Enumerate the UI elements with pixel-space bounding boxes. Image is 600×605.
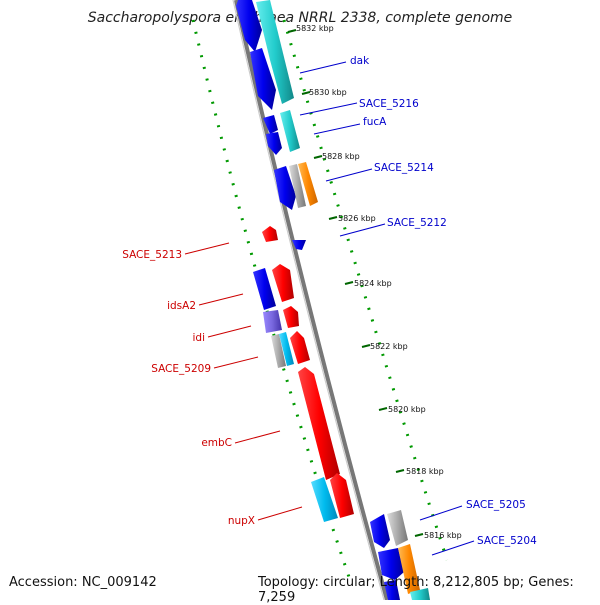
gene-arrow-orange[interactable] <box>298 162 318 206</box>
gene-arrow-red[interactable] <box>262 226 278 242</box>
kbp-label: 5818 kbp <box>406 467 444 476</box>
gene-arrow-blue[interactable] <box>378 548 404 580</box>
gene-label[interactable]: embC <box>201 437 232 449</box>
tick-mark <box>313 155 323 159</box>
leader-line <box>325 168 373 182</box>
gene-label[interactable]: SACE_5212 <box>387 217 447 229</box>
genome-summary-text: Topology: circular; Length: 8,212,805 bp… <box>258 575 574 605</box>
gene-label[interactable]: SACE_5214 <box>374 162 434 174</box>
leader-line <box>207 325 252 338</box>
gene-labels-right: dak SACE_5216 fucA SACE_5214 SACE_5212 S… <box>350 55 537 547</box>
gene-arrow-blue[interactable] <box>263 115 278 134</box>
gene-arrow-blue[interactable] <box>292 240 306 250</box>
kbp-label: 5822 kbp <box>370 342 408 351</box>
gene-arrow-cyan[interactable] <box>279 332 294 366</box>
kbp-label: 5830 kbp <box>309 88 347 97</box>
gene-arrow-blue[interactable] <box>253 268 276 310</box>
gene-label[interactable]: SACE_5204 <box>477 535 537 547</box>
gene-arrow-red[interactable] <box>290 331 310 364</box>
leader-line <box>213 356 259 369</box>
gene-arrow-red[interactable] <box>283 306 299 328</box>
map-title: Saccharopolyspora erythraea NRRL 2338, c… <box>87 10 513 26</box>
gene-label[interactable]: fucA <box>363 116 387 128</box>
tick-mark <box>378 407 388 411</box>
gene-label[interactable]: SACE_5209 <box>151 363 211 375</box>
genome-backbone <box>234 0 389 600</box>
kbp-labels: 5832 kbp 5830 kbp 5828 kbp 5826 kbp 5824… <box>296 24 462 540</box>
gene-label[interactable]: nupX <box>228 515 255 527</box>
gene-arrow-blue[interactable] <box>274 166 296 210</box>
tick-mark <box>301 91 311 95</box>
leader-line <box>198 293 244 306</box>
gene-label[interactable]: idsA2 <box>167 300 196 312</box>
gene-arrow-cyan[interactable] <box>280 110 300 152</box>
kbp-label: 5820 kbp <box>388 405 426 414</box>
gene-arrow-cyan[interactable] <box>256 0 294 104</box>
gene-label[interactable]: dak <box>350 55 370 67</box>
tick-mark <box>344 281 354 285</box>
right-leaders <box>299 61 475 556</box>
leader-line <box>257 506 303 521</box>
accession-text: Accession: NC_009142 <box>9 575 157 590</box>
outer-dotted-ring <box>282 19 449 561</box>
tick-mark <box>287 29 297 33</box>
kbp-label: 5828 kbp <box>322 152 360 161</box>
gene-label[interactable]: SACE_5213 <box>122 249 182 261</box>
gene-arrow-red[interactable] <box>330 473 354 518</box>
forward-strand-genes <box>253 226 354 522</box>
gene-arrow-blue[interactable] <box>266 132 282 155</box>
tick-mark <box>361 344 371 348</box>
gene-label[interactable]: SACE_5205 <box>466 499 526 511</box>
reverse-strand-genes <box>236 0 430 600</box>
gene-arrow-blue[interactable] <box>384 580 400 600</box>
gene-label[interactable]: SACE_5216 <box>359 98 419 110</box>
genome-backbone-highlight <box>232 0 385 600</box>
gene-labels-left: SACE_5213 idsA2 idi SACE_5209 embC nupX <box>122 249 255 527</box>
gene-arrow-cyan[interactable] <box>311 477 338 522</box>
kbp-label: 5826 kbp <box>338 214 376 223</box>
leader-line <box>431 540 475 556</box>
kbp-label: 5816 kbp <box>424 531 462 540</box>
leader-line <box>419 505 463 521</box>
gene-arrow-orange[interactable] <box>398 544 420 594</box>
leader-line <box>299 61 347 74</box>
tick-mark <box>395 469 405 473</box>
kbp-label: 5832 kbp <box>296 24 334 33</box>
gene-arrow-gray[interactable] <box>271 334 286 368</box>
leader-line <box>184 242 230 255</box>
tick-mark <box>414 533 424 537</box>
tick-mark <box>328 216 338 220</box>
leader-line <box>313 123 361 135</box>
leader-line <box>234 430 281 444</box>
gene-arrow-purple[interactable] <box>263 310 282 333</box>
gene-arrow-cyan[interactable] <box>410 588 430 600</box>
gene-label[interactable]: idi <box>193 332 206 344</box>
gene-arrow-blue[interactable] <box>236 0 262 52</box>
left-leaders <box>184 242 303 521</box>
gene-arrow-gray[interactable] <box>387 510 408 546</box>
gene-arrow-gray[interactable] <box>289 164 306 208</box>
gene-arrow-blue[interactable] <box>250 48 276 110</box>
kbp-label: 5824 kbp <box>354 279 392 288</box>
gene-arrow-blue[interactable] <box>370 514 390 548</box>
gene-arrow-red[interactable] <box>298 367 340 480</box>
leader-line <box>299 102 358 116</box>
gene-arrow-red[interactable] <box>272 264 294 302</box>
kbp-ticks <box>287 29 424 537</box>
leader-line <box>339 223 386 237</box>
